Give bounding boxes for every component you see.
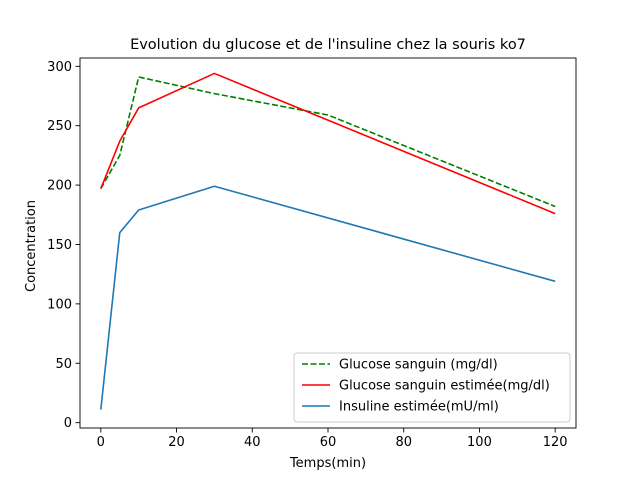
chart-title: Evolution du glucose et de l'insuline ch… (130, 37, 526, 53)
series-line-3 (100, 185, 556, 410)
series-line-1 (100, 76, 556, 208)
y-axis-label: Concentration (24, 200, 39, 292)
legend-label-3: Insuline estimée(mU/ml) (339, 400, 499, 415)
x-tick-label: 80 (395, 435, 412, 450)
x-tick-label: 20 (168, 435, 185, 450)
x-tick-label: 40 (244, 435, 261, 450)
x-axis-label: Temps(min) (289, 456, 366, 471)
x-tick-label: 0 (97, 435, 105, 450)
y-tick-label: 0 (64, 416, 72, 431)
x-axis-ticks: 0 20 40 60 80 100 120 (97, 428, 568, 450)
legend-label-1: Glucose sanguin (mg/dl) (339, 358, 498, 373)
series-group (100, 72, 556, 410)
x-tick-label: 60 (320, 435, 337, 450)
x-tick-label: 120 (543, 435, 568, 450)
y-tick-label: 100 (47, 297, 72, 312)
y-tick-label: 300 (47, 60, 72, 75)
y-tick-label: 250 (47, 119, 72, 134)
y-tick-label: 150 (47, 238, 72, 253)
legend-label-2: Glucose sanguin estimée(mg/dl) (339, 379, 550, 394)
series-line-2 (100, 72, 556, 215)
y-tick-label: 50 (55, 357, 72, 372)
legend-box (293, 352, 571, 423)
x-tick-label: 100 (467, 435, 492, 450)
legend: Glucose sanguin (mg/dl) Glucose sanguin e… (293, 352, 571, 423)
y-tick-label: 200 (47, 179, 72, 194)
y-axis-ticks: 0 50 100 150 200 250 300 (47, 60, 80, 431)
